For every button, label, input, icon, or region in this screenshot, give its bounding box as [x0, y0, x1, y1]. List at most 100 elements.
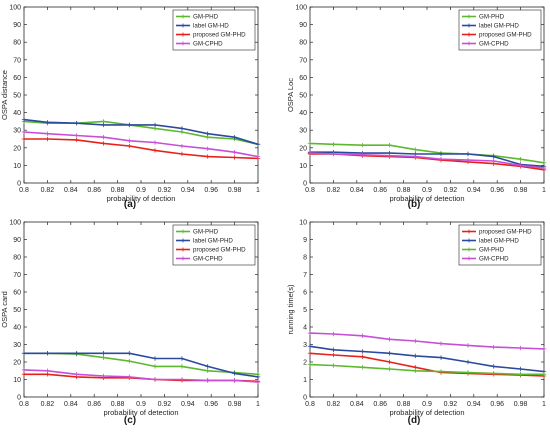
x-tick-label: 0.8 [19, 401, 29, 408]
x-tick-label: 0.9 [136, 187, 146, 194]
data-point [179, 377, 185, 382]
x-tick-label: 0.96 [490, 187, 504, 194]
x-tick-label: 0.94 [467, 187, 481, 194]
x-axis-label: probability of dection [107, 194, 176, 203]
x-tick-label: 0.84 [350, 187, 364, 194]
y-tick-label: 60 [299, 75, 307, 82]
y-axis-label: running time(s) [286, 284, 295, 335]
data-point [360, 142, 365, 148]
data-point [465, 343, 471, 348]
data-point [127, 138, 132, 143]
data-point [127, 351, 132, 356]
x-tick-label: 0.98 [514, 401, 528, 408]
y-tick-label: 30 [13, 128, 21, 135]
x-tick-label: 0.94 [181, 401, 195, 408]
x-tick-label: 0.82 [41, 401, 55, 408]
data-point [360, 333, 365, 338]
x-tick-label: 1 [256, 187, 260, 194]
data-point [518, 372, 523, 377]
legend: GM-PHD label GM-PHD proposed GM-PHD GM-CPHD [458, 9, 542, 51]
series-line-4 [23, 131, 259, 158]
legend-label: label GM-HD [193, 23, 229, 30]
data-point [387, 359, 392, 365]
legend-marker [467, 229, 471, 234]
x-tick-label: 0.84 [64, 401, 78, 408]
y-tick-label: 0 [303, 181, 307, 188]
data-point [360, 365, 365, 370]
y-tick-label: 0 [17, 395, 21, 402]
x-tick-label: 0.84 [350, 401, 364, 408]
panel-label: (b) [408, 199, 421, 210]
data-point [255, 142, 261, 147]
data-point [438, 157, 444, 162]
data-point [179, 356, 185, 361]
y-tick-label: 50 [299, 93, 307, 100]
data-point [21, 367, 27, 373]
x-tick-label: 0.92 [444, 401, 458, 408]
y-tick-label: 3 [303, 342, 307, 349]
data-point [152, 140, 158, 145]
series-line-4 [23, 369, 259, 383]
data-point [101, 122, 106, 128]
data-point [101, 135, 106, 140]
data-point [413, 353, 418, 359]
series-line-2 [309, 345, 545, 373]
x-tick-label: 0.86 [373, 187, 387, 194]
x-tick-label: 0.82 [327, 187, 341, 194]
data-point [360, 354, 365, 359]
x-tick-label: 0.94 [467, 401, 481, 408]
legend-label: label GM-PHD [479, 23, 519, 30]
y-tick-label: 80 [13, 255, 21, 262]
legend-label: GM-CPHD [193, 41, 223, 48]
legend-label: proposed GM-PHD [479, 32, 532, 39]
y-axis-label: OSPA distance [0, 70, 9, 120]
data-point [331, 347, 336, 352]
x-tick-label: 0.86 [373, 401, 387, 408]
data-point [438, 151, 444, 157]
data-point [307, 344, 313, 349]
y-tick-label: 40 [299, 110, 307, 117]
data-point [127, 122, 132, 128]
y-tick-label: 40 [13, 110, 21, 117]
legend-label: GM-PHD [479, 247, 505, 254]
x-tick-label: 0.86 [87, 401, 101, 408]
data-point [74, 120, 79, 126]
series-line-2 [23, 118, 259, 146]
panel-label: (d) [408, 415, 421, 426]
y-tick-label: 2 [303, 360, 307, 367]
data-point [127, 374, 132, 380]
x-tick-label: 0.8 [305, 401, 315, 408]
y-axis-label: OSPA Loc [286, 78, 295, 112]
data-point [360, 152, 365, 158]
data-point [331, 331, 336, 337]
legend-label: proposed GM-PHD [193, 32, 246, 39]
data-point [152, 377, 158, 382]
data-point [205, 364, 210, 369]
series-line-3 [24, 138, 259, 160]
y-tick-label: 50 [13, 93, 21, 100]
series-line-1 [309, 352, 545, 377]
data-point [127, 143, 132, 149]
legend-label: GM-CPHD [479, 41, 509, 48]
y-tick-label: 20 [13, 145, 21, 152]
x-tick-label: 0.96 [490, 401, 504, 408]
y-tick-label: 90 [13, 237, 21, 244]
x-tick-label: 0.92 [444, 187, 458, 194]
x-tick-label: 1 [542, 401, 546, 408]
y-tick-label: 7 [303, 272, 307, 279]
data-point [541, 372, 547, 377]
chart-panel-1: 0 10 20 30 40 50 60 70 80 90 100 0.8 0.82 0.84 0.86 0.8… [0, 5, 261, 210]
legend-marker [181, 14, 185, 19]
data-point [307, 330, 313, 336]
legend-label: GM-PHD [479, 14, 505, 21]
data-point [45, 368, 50, 373]
data-point [307, 150, 313, 156]
legend-label: GM-CPHD [193, 256, 223, 263]
legend: GM-PHD label GM-PHD proposed GM-PHD GM-CPHD [172, 224, 256, 266]
legend-marker [181, 23, 185, 28]
y-tick-label: 20 [13, 360, 21, 367]
data-point [232, 371, 237, 376]
y-tick-label: 60 [13, 290, 21, 297]
data-point [255, 379, 261, 385]
legend-marker [467, 14, 471, 19]
